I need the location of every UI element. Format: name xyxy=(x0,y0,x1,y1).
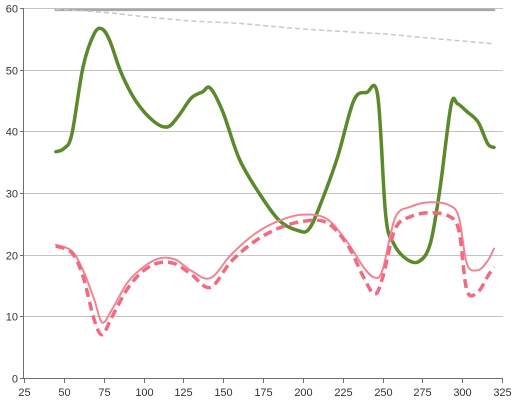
y-tick-label: 0 xyxy=(12,374,18,386)
y-tick-label: 50 xyxy=(6,66,18,78)
x-tick-label: 50 xyxy=(58,387,70,399)
y-tick-label: 10 xyxy=(6,312,18,324)
x-tick-label: 250 xyxy=(374,387,392,399)
x-tick-label: 300 xyxy=(453,387,471,399)
x-tick-label: 175 xyxy=(254,387,272,399)
series-line-2 xyxy=(55,8,495,45)
y-tick-label: 40 xyxy=(6,127,18,139)
axes xyxy=(23,8,503,379)
x-tick-label: 150 xyxy=(214,387,232,399)
x-tick-label: 25 xyxy=(18,387,30,399)
series-line-4 xyxy=(54,201,495,324)
x-tick-label: 325 xyxy=(493,387,511,399)
x-tick-label: 100 xyxy=(135,387,153,399)
x-tick-label: 200 xyxy=(294,387,312,399)
tick-labels: 0 10 20 30 40 50 60 25 50 75 100 125 150 175 200 225 250… xyxy=(6,4,512,400)
x-tick-label: 275 xyxy=(413,387,431,399)
x-tick-label: 225 xyxy=(334,387,352,399)
x-tick-label: 125 xyxy=(174,387,192,399)
series-line-3 xyxy=(54,26,496,265)
y-tick-label: 30 xyxy=(6,189,18,201)
y-tick-label: 60 xyxy=(6,4,18,16)
y-tick-label: 20 xyxy=(6,251,18,263)
series-line-5 xyxy=(55,210,496,337)
x-tick-label: 75 xyxy=(98,387,110,399)
grid-layer xyxy=(20,8,503,383)
series-layer xyxy=(54,8,496,337)
